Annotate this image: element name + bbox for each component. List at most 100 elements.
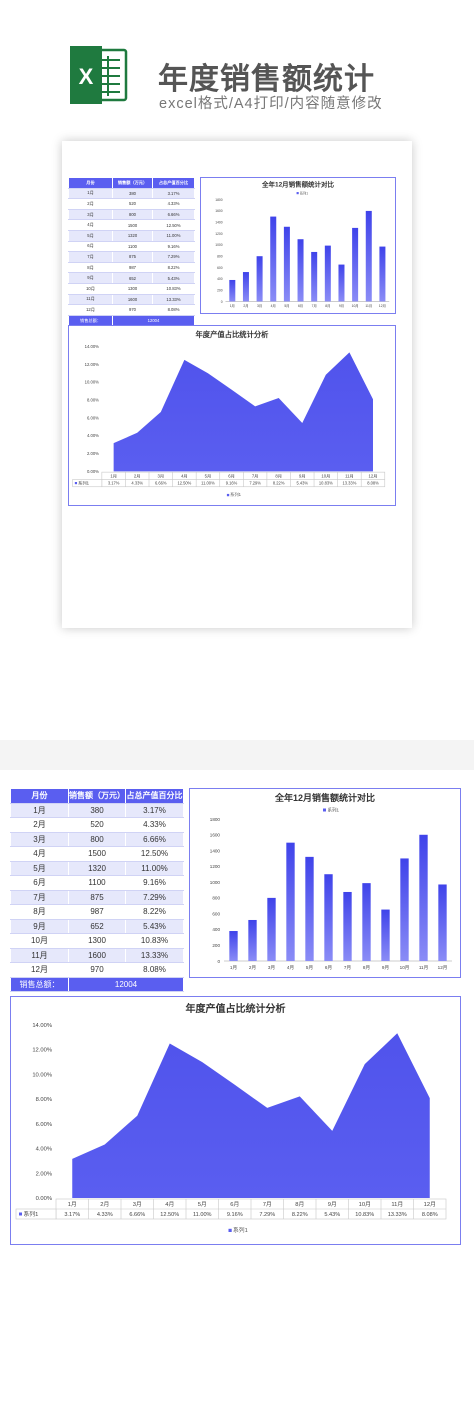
table-cell-sales: 652 bbox=[112, 272, 153, 284]
chart-title: 全年12月销售额统计对比 bbox=[261, 180, 334, 189]
table-cell-month: 12月 bbox=[68, 304, 113, 316]
x-tick-label: 3月 bbox=[158, 473, 165, 479]
x-tick-label: 7月 bbox=[252, 473, 259, 479]
data-label: 8.08% bbox=[422, 1212, 438, 1218]
table-cell-pct: 12.50% bbox=[125, 846, 184, 862]
bar bbox=[270, 216, 277, 302]
table-cell-month: 9月 bbox=[10, 918, 69, 934]
legend-swatch bbox=[19, 1212, 22, 1216]
x-tick-label: 4月 bbox=[165, 1201, 174, 1208]
legend-label: 系列1 bbox=[300, 190, 308, 195]
legend-swatch bbox=[226, 493, 230, 497]
table-row: 8月 987 8.22% bbox=[10, 904, 184, 920]
column-header: 月份 bbox=[68, 177, 113, 189]
data-label: 7.29% bbox=[259, 1212, 275, 1218]
bar bbox=[419, 834, 428, 961]
y-tick-label: 1000 bbox=[210, 880, 221, 885]
data-label: 8.08% bbox=[367, 481, 379, 486]
table-row: 1月 380 3.17% bbox=[10, 802, 184, 818]
table-cell-sales: 875 bbox=[68, 889, 126, 905]
table-cell-sales: 1320 bbox=[68, 860, 126, 876]
y-tick-label: 1800 bbox=[215, 198, 223, 202]
data-label: 8.22% bbox=[273, 481, 285, 486]
table-cell-pct: 13.33% bbox=[125, 947, 184, 963]
table-cell-pct: 10.83% bbox=[125, 933, 184, 949]
y-tick-label: 0 bbox=[217, 959, 220, 964]
table-cell-month: 9月 bbox=[68, 272, 113, 284]
table-cell-sales: 1500 bbox=[68, 846, 126, 862]
area-chart-preview: 年度产值占比统计分析 0.00% 2.00% 4.00% 6.00% 8.00% 10.00… bbox=[68, 325, 396, 506]
table-cell-sales: 970 bbox=[112, 304, 153, 316]
table-row: 9月 652 5.43% bbox=[10, 918, 184, 934]
bar bbox=[283, 226, 290, 302]
x-tick-label: 11月 bbox=[419, 965, 428, 971]
area-chart: 年度产值占比统计分析 0.00% 2.00% 4.00% 6.00% 8.00% 10.00… bbox=[10, 996, 461, 1245]
y-tick-label: 8.00% bbox=[87, 397, 99, 402]
legend-label: 系列1 bbox=[328, 807, 340, 814]
total-value: 12004 bbox=[68, 976, 184, 992]
column-header: 月份 bbox=[10, 788, 69, 804]
table-cell-month: 2月 bbox=[10, 817, 69, 833]
y-tick-label: 1400 bbox=[215, 221, 223, 225]
y-tick-label: 0.00% bbox=[87, 469, 99, 474]
area-series bbox=[72, 1033, 430, 1198]
y-tick-label: 2.00% bbox=[87, 451, 99, 456]
bar bbox=[381, 909, 390, 961]
y-tick-label: 6.00% bbox=[36, 1122, 52, 1128]
x-tick-label: 2月 bbox=[100, 1201, 109, 1208]
chart-title: 年度产值占比统计分析 bbox=[196, 330, 270, 339]
data-label: 4.33% bbox=[97, 1212, 113, 1218]
legend-swatch bbox=[323, 808, 326, 812]
y-tick-label: 0 bbox=[221, 300, 223, 304]
table-row: 6月 1100 9.16% bbox=[68, 240, 195, 253]
table-cell-month: 11月 bbox=[68, 293, 113, 306]
column-header: 占总产值百分比 bbox=[152, 177, 195, 189]
table-cell-sales: 987 bbox=[68, 904, 126, 920]
table-cell-pct: 3.17% bbox=[125, 802, 184, 818]
table-cell-sales: 520 bbox=[112, 198, 153, 210]
data-label: 3.17% bbox=[108, 481, 120, 486]
x-tick-label: 12月 bbox=[379, 304, 386, 308]
chart-title: 年度产值占比统计分析 bbox=[186, 1002, 286, 1015]
bar bbox=[324, 245, 331, 302]
sales-table: 月份 销售额（万元） 占总产值百分比 1月 380 3.17% 2月 520 4.33% 3月 80… bbox=[10, 788, 184, 992]
x-tick-label: 5月 bbox=[306, 965, 313, 971]
table-cell-pct: 3.17% bbox=[152, 187, 195, 200]
x-tick-label: 6月 bbox=[325, 965, 332, 971]
table-cell-month: 5月 bbox=[10, 860, 69, 876]
y-tick-label: 8.00% bbox=[36, 1097, 52, 1103]
table-cell-pct: 13.33% bbox=[152, 293, 195, 306]
table-row: 4月 1500 12.50% bbox=[68, 219, 195, 231]
bar bbox=[311, 251, 318, 302]
x-tick-label: 3月 bbox=[268, 965, 275, 971]
y-tick-label: 200 bbox=[217, 288, 223, 292]
table-cell-sales: 1600 bbox=[112, 293, 153, 306]
table-cell-sales: 380 bbox=[68, 802, 126, 818]
x-tick-label: 10月 bbox=[352, 304, 359, 308]
table-cell-month: 12月 bbox=[10, 962, 69, 978]
x-tick-label: 11月 bbox=[391, 1201, 403, 1208]
table-cell-sales: 1300 bbox=[112, 282, 153, 295]
y-tick-label: 1800 bbox=[210, 817, 221, 822]
bar bbox=[362, 883, 371, 961]
table-cell-sales: 380 bbox=[112, 187, 153, 200]
bar bbox=[438, 884, 447, 961]
table-row: 10月 1300 10.83% bbox=[68, 282, 195, 295]
table-row: 6月 1100 9.16% bbox=[10, 875, 184, 891]
table-cell-pct: 6.66% bbox=[125, 831, 184, 847]
x-tick-label: 6月 bbox=[298, 304, 303, 308]
bar bbox=[305, 856, 314, 961]
table-cell-pct: 8.08% bbox=[152, 304, 195, 316]
x-tick-label: 12月 bbox=[438, 965, 448, 971]
table-cell-pct: 5.43% bbox=[152, 272, 195, 284]
table-cell-sales: 520 bbox=[68, 817, 126, 833]
table-cell-month: 1月 bbox=[10, 802, 69, 818]
table-cell-sales: 1320 bbox=[112, 229, 153, 242]
svg-text:X: X bbox=[79, 64, 94, 89]
table-cell-pct: 10.83% bbox=[152, 282, 195, 295]
x-tick-label: 1月 bbox=[110, 473, 117, 479]
y-tick-label: 2.00% bbox=[36, 1171, 52, 1177]
table-row: 8月 987 8.22% bbox=[68, 261, 195, 274]
bar bbox=[256, 256, 263, 302]
y-tick-label: 4.00% bbox=[36, 1147, 52, 1153]
